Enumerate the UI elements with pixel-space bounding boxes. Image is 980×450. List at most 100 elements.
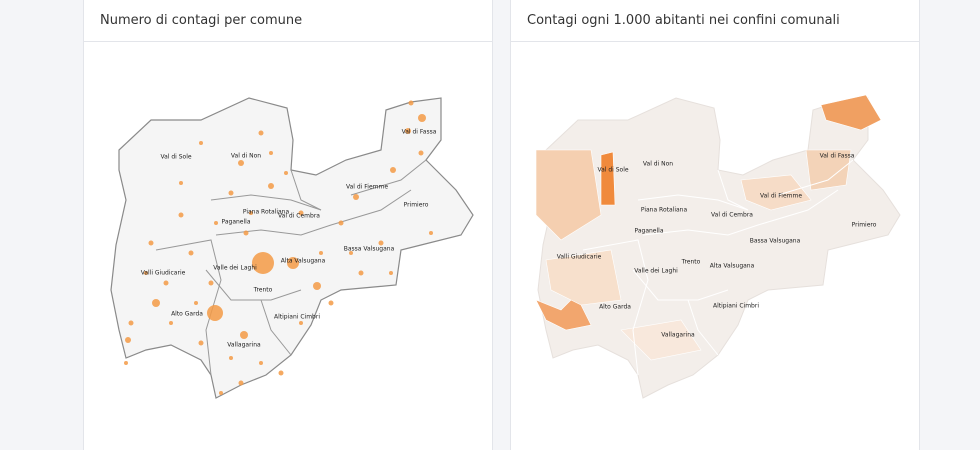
bubble [268,183,274,189]
area-label: Val di Sole [597,167,628,174]
bubble [249,211,253,215]
bubble [319,251,323,255]
bubble [259,361,263,365]
district-border [205,269,302,301]
area-label: Paganella [221,219,250,226]
area-fill [805,149,852,191]
area-label: Bassa Valsugana [344,246,395,253]
area-label: Val di Sole [160,154,191,161]
area-fill [620,319,702,361]
area-label: Bassa Valsugana [750,238,801,245]
bubble [219,391,223,395]
area-label: Valle dei Laghi [634,268,678,275]
bubble [125,337,131,343]
district-border [642,189,839,236]
area-label: Trento [253,287,273,294]
bubble [243,230,249,236]
area-label: Val di Non [231,153,261,160]
bubble [328,300,334,306]
area-fill [545,249,622,306]
bubble [238,160,244,166]
bubble [299,321,303,325]
bubble [228,190,234,196]
bubble [408,100,414,106]
panel-title: Contagi ogni 1.000 abitanti nei confini … [511,0,919,42]
bubble [240,331,248,339]
area-label: Val di Fiemme [346,184,388,191]
area-fill [820,94,882,131]
area-label: Val di Non [643,161,673,168]
bubble [194,301,198,305]
panel-title: Numero di contagi per comune [84,0,492,42]
bubble [148,240,154,246]
bubble [179,181,183,185]
area-label: Valli Giudicarie [557,254,602,261]
area-label: Piana Rotaliana [641,207,688,214]
bubble [338,220,344,226]
bubble [358,270,364,276]
area-label: Val di Fiemme [760,193,802,200]
area-label: Vallagarina [661,332,695,339]
bubble [214,221,218,225]
area-label: Altipiani Cimbri [274,314,320,321]
area-label: Val di Fassa [820,153,855,160]
panel: Numero di contagi per comune Val di Sole… [83,0,493,450]
area-fill [535,149,602,241]
bubble [298,210,304,216]
bubble [124,361,128,365]
bubble [418,150,424,156]
district-border [155,239,222,376]
area-label: Val di Cembra [278,213,320,220]
region-outline [110,97,474,399]
bubble [390,167,396,173]
district-border [717,169,749,211]
area-fill [600,151,616,206]
bubble [418,114,426,122]
area-label: Alta Valsugana [281,258,326,265]
bubble [353,194,359,200]
district-border [632,269,729,301]
district-border [687,299,719,356]
bubble [229,356,233,360]
bubble [389,271,393,275]
area-label: Primiero [852,222,877,229]
district-border [290,169,322,211]
area-label: Alta Valsugana [710,263,755,270]
area-label: Paganella [634,228,663,235]
bubble [128,320,134,326]
bubble [238,380,244,386]
bubble [152,299,160,307]
area-fill [535,294,592,331]
bubble [284,171,288,175]
bubble [169,321,173,325]
district-border [260,299,292,356]
area-label: Piana Rotaliana [243,209,290,216]
area-label: Alto Garda [171,311,203,318]
map: Val di Sole Val di Non Val di Fassa Val di … [110,97,474,399]
bubble [287,257,299,269]
bubble [199,141,203,145]
bubble [188,250,194,256]
area-label: Valli Giudicarie [141,270,186,277]
area-label: Val di Fassa [402,129,437,136]
district-border [350,159,427,196]
area-label: Val di Cembra [711,212,753,219]
bubble [405,128,411,134]
bubble [269,151,273,155]
area-label: Alto Garda [599,304,631,311]
bubble [258,130,264,136]
bubble [178,212,184,218]
district-border [210,194,322,211]
area-label: Altipiani Cimbri [713,303,759,310]
district-border [777,159,854,196]
area-label: Vallagarina [227,342,261,349]
bubble [278,370,284,376]
area-label: Primiero [404,202,429,209]
district-border [582,239,649,376]
panel: Contagi ogni 1.000 abitanti nei confini … [510,0,920,450]
bubble [313,282,321,290]
bubble [163,280,169,286]
district-border [637,194,749,211]
district-border [215,189,412,236]
